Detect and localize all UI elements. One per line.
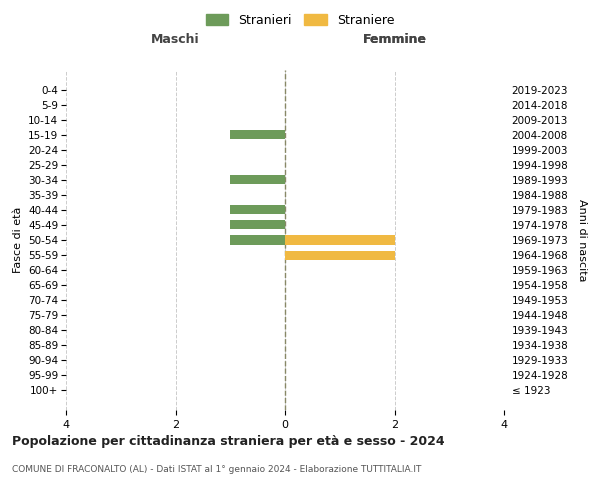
Y-axis label: Anni di nascita: Anni di nascita xyxy=(577,198,587,281)
Text: COMUNE DI FRACONALTO (AL) - Dati ISTAT al 1° gennaio 2024 - Elaborazione TUTTITA: COMUNE DI FRACONALTO (AL) - Dati ISTAT a… xyxy=(12,465,421,474)
Bar xyxy=(230,220,285,230)
Bar xyxy=(230,176,285,184)
Legend: Stranieri, Straniere: Stranieri, Straniere xyxy=(201,8,399,32)
Bar xyxy=(285,250,395,260)
Text: Maschi: Maschi xyxy=(151,33,200,46)
Bar xyxy=(230,206,285,214)
Text: Popolazione per cittadinanza straniera per età e sesso - 2024: Popolazione per cittadinanza straniera p… xyxy=(12,435,445,448)
Bar xyxy=(230,130,285,140)
Bar xyxy=(230,236,285,244)
Text: Femmine: Femmine xyxy=(362,33,427,46)
Y-axis label: Fasce di età: Fasce di età xyxy=(13,207,23,273)
Text: Femmine: Femmine xyxy=(362,33,427,46)
Bar xyxy=(285,236,395,244)
